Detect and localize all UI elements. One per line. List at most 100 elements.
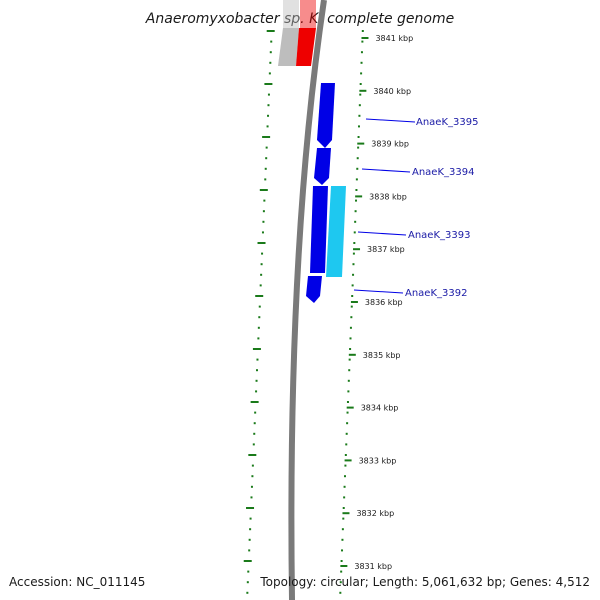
ruler-dot (257, 242, 266, 244)
ruler-dot (346, 422, 349, 425)
ruler-dot (258, 316, 261, 319)
gene-leader-line (353, 289, 404, 294)
ruler-dot (269, 61, 272, 64)
ruler-dot (358, 104, 361, 107)
ruler-dot (359, 93, 362, 96)
ruler-dot (356, 157, 359, 160)
accession-text: Accession: NC_011145 (9, 575, 146, 589)
ruler-dot (266, 30, 275, 32)
ruler-dot (342, 517, 345, 520)
gene-anaek-3392 (306, 276, 322, 303)
ruler-dot (351, 295, 354, 297)
tick-label: 3834 kbp (361, 404, 399, 413)
ruler-dot (342, 512, 350, 515)
ruler-dot (341, 549, 344, 552)
ruler-dot (260, 263, 263, 266)
ruler-dot (251, 464, 254, 467)
outer-ruler (243, 30, 275, 594)
ruler-dot (343, 485, 346, 488)
ruler-dot (352, 263, 355, 266)
tick-label: 3836 kbp (365, 298, 403, 307)
ruler-dot (259, 284, 262, 287)
topology-text: Topology: circular; Length: 5,061,632 bp… (260, 575, 590, 589)
ruler-dot (257, 326, 260, 329)
ruler-dot (246, 581, 249, 584)
ruler-dot (267, 93, 270, 96)
ruler-dot (343, 475, 346, 478)
ruler-dot (246, 507, 255, 509)
ruler-dot (252, 443, 255, 446)
ruler-dot (349, 348, 352, 350)
tick-label: 3840 kbp (373, 87, 411, 96)
ruler-dot (253, 432, 256, 435)
ruler-dot (351, 284, 354, 287)
ruler-dot (253, 422, 256, 425)
ruler-dot (360, 72, 363, 75)
ruler-dot (346, 401, 349, 403)
ruler-dot (340, 565, 348, 567)
tick-label: 3838 kbp (369, 192, 407, 201)
ruler-dot (248, 454, 257, 456)
ruler-dot (355, 199, 358, 202)
gene-label-anaek-3395: AnaeK_3395 (416, 117, 478, 128)
ruler-dot (256, 358, 259, 361)
ruler-dot (249, 528, 252, 531)
ruler-dot (344, 464, 347, 467)
tick-labels: 3841 kbp 3840 kbp 3839 kbp 3838 kbp 3837 kbp… (354, 34, 413, 571)
ruler-dot (250, 496, 253, 499)
gene-arrow (317, 83, 335, 148)
ruler-dot (349, 337, 352, 340)
ruler-dot (350, 316, 353, 319)
ruler-dot (258, 305, 261, 308)
ruler-dot (357, 146, 360, 149)
ruler-dot (352, 252, 355, 255)
ruler-dot (359, 89, 367, 92)
genome-backbone (288, 0, 327, 600)
ruler-dot (255, 295, 264, 297)
ruler-dot (357, 136, 360, 138)
ruler-dot (342, 507, 345, 509)
ruler-dot (361, 37, 369, 39)
tick-label: 3835 kbp (363, 351, 401, 360)
ruler-dot (353, 242, 356, 244)
ruler-dot (347, 390, 350, 393)
gene-arrow (314, 148, 331, 185)
tick-label: 3841 kbp (375, 34, 413, 43)
ruler-dot (255, 390, 258, 393)
ruler-dot (360, 61, 363, 64)
ruler-dot (254, 411, 257, 414)
ruler-dot (264, 167, 267, 170)
ruler-dot (354, 220, 357, 223)
grey-feature (278, 0, 299, 66)
ruler-dot (355, 195, 363, 198)
map-title: Anaeromyxobacter sp. K, complete genome (145, 11, 454, 27)
ruler-dot (355, 178, 358, 181)
ruler-dot (341, 538, 344, 541)
tick-label: 3839 kbp (371, 140, 409, 149)
ruler-dot (346, 406, 354, 409)
ruler-dot (339, 591, 342, 594)
ruler-dot (265, 157, 268, 160)
gene-label-anaek-3393: AnaeK_3393 (408, 230, 470, 241)
ruler-dot (346, 411, 349, 414)
ruler-dot (249, 517, 252, 520)
ruler-dot (348, 358, 351, 361)
ruler-dot (270, 40, 273, 43)
ruler-dot (259, 189, 268, 191)
gene-leader-line (357, 231, 407, 236)
ruler-dot (262, 220, 265, 223)
gene-leader-line (365, 118, 416, 123)
ruler-dot (341, 528, 344, 531)
ruler-dot (262, 136, 271, 138)
ruler-dot (252, 348, 261, 350)
ruler-dot (348, 353, 356, 356)
ruler-dot (262, 210, 265, 213)
gene-arrow (306, 276, 322, 303)
gene-label-anaek-3394: AnaeK_3394 (412, 167, 474, 178)
gene-anaek-3395 (317, 83, 335, 148)
ruler-dot (268, 72, 271, 75)
ruler-dot (357, 142, 365, 145)
ruler-dot (255, 379, 258, 382)
ruler-dot (352, 273, 355, 276)
